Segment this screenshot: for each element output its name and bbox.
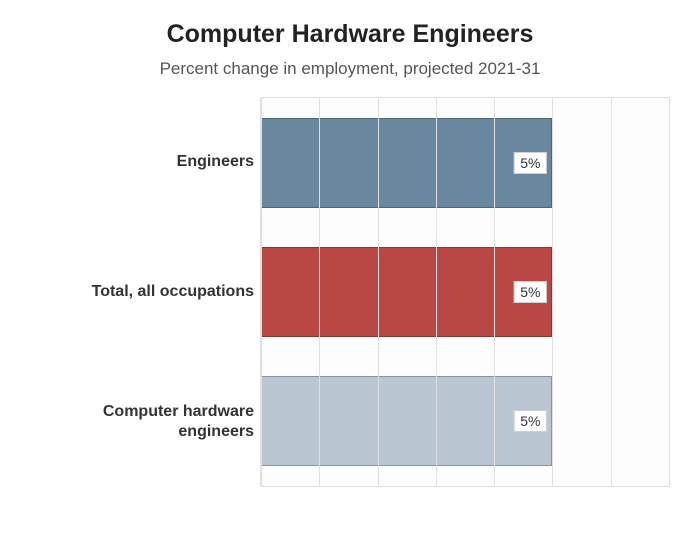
bar [261,376,552,466]
bar-value-label: 5% [514,410,546,432]
gridline [552,98,553,486]
bar [261,247,552,337]
gridline [319,98,320,486]
gridline [669,98,670,486]
bar-row: 5% [261,247,669,337]
bar-value-label: 5% [514,152,546,174]
bars-container: 5% 5% 5% [261,98,669,486]
gridline [436,98,437,486]
bar [261,118,552,208]
bar-row: 5% [261,118,669,208]
gridline [611,98,612,486]
category-label: Engineers [30,117,254,207]
bar-row: 5% [261,376,669,466]
gridline [494,98,495,486]
gridline [261,98,262,486]
plot-area: 5% 5% 5% [260,97,670,487]
category-label: Total, all occupations [30,247,254,337]
chart-title: Computer Hardware Engineers [30,20,670,49]
gridline [378,98,379,486]
y-axis-labels: Engineers Total, all occupations Computer … [30,97,260,487]
chart-area: Engineers Total, all occupations Computer … [30,97,670,487]
category-label: Computer hardware engineers [30,377,254,467]
bar-value-label: 5% [514,281,546,303]
chart-subtitle: Percent change in employment, projected … [30,59,670,79]
